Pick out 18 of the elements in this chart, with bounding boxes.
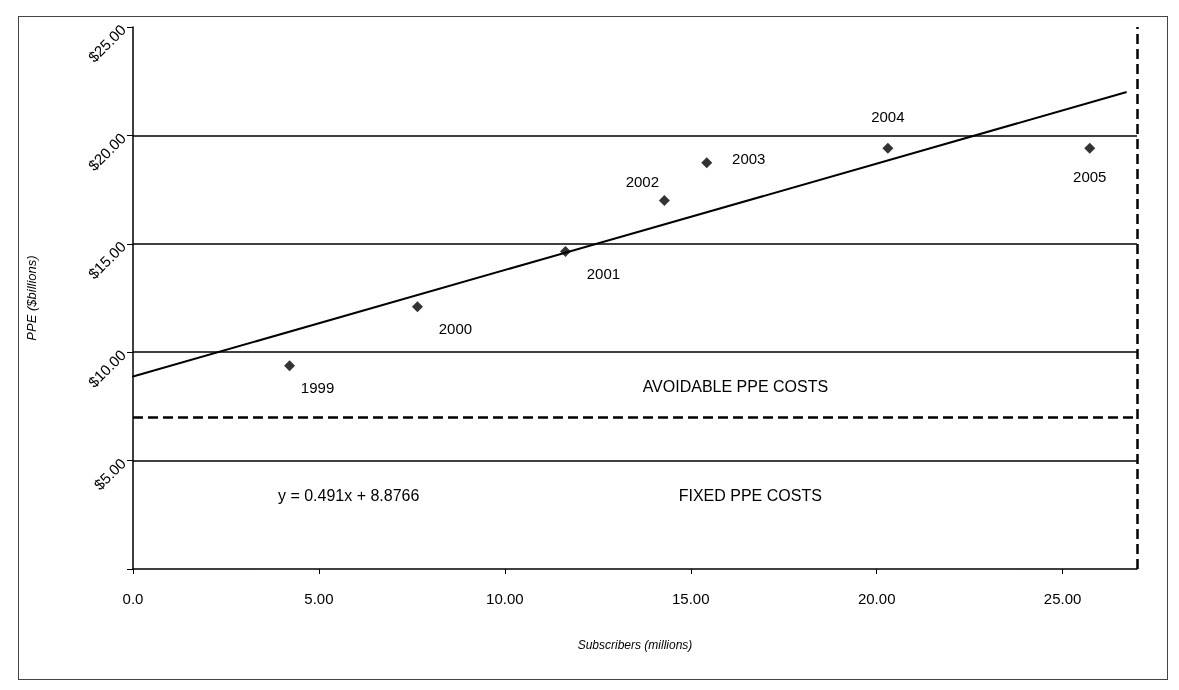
annotation: 1999 xyxy=(300,379,335,397)
annotation: FIXED PPE COSTS xyxy=(678,486,822,504)
annotation: 2001 xyxy=(586,264,621,282)
annotation: 2002 xyxy=(625,172,660,190)
x-tick-label: 15.00 xyxy=(672,590,710,607)
x-tick-label: 0.0 xyxy=(122,590,144,607)
annotation: y = 0.491x + 8.8766 xyxy=(277,486,420,504)
annotation: 2005 xyxy=(1073,167,1107,185)
x-tick-label: 20.00 xyxy=(857,590,896,607)
annotation: 2000 xyxy=(438,320,473,338)
annotation: 2004 xyxy=(871,107,905,125)
x-axis-title: Subscribers (millions) xyxy=(577,638,693,652)
y-axis-title: PPE ($billions) xyxy=(24,255,39,341)
annotation: AVOIDABLE PPE COSTS xyxy=(642,378,829,396)
x-tick-label: 5.00 xyxy=(304,590,334,607)
annotation: 2003 xyxy=(732,150,766,168)
x-tick-label: 10.00 xyxy=(486,590,524,607)
x-tick-label: 25.00 xyxy=(1043,590,1082,607)
